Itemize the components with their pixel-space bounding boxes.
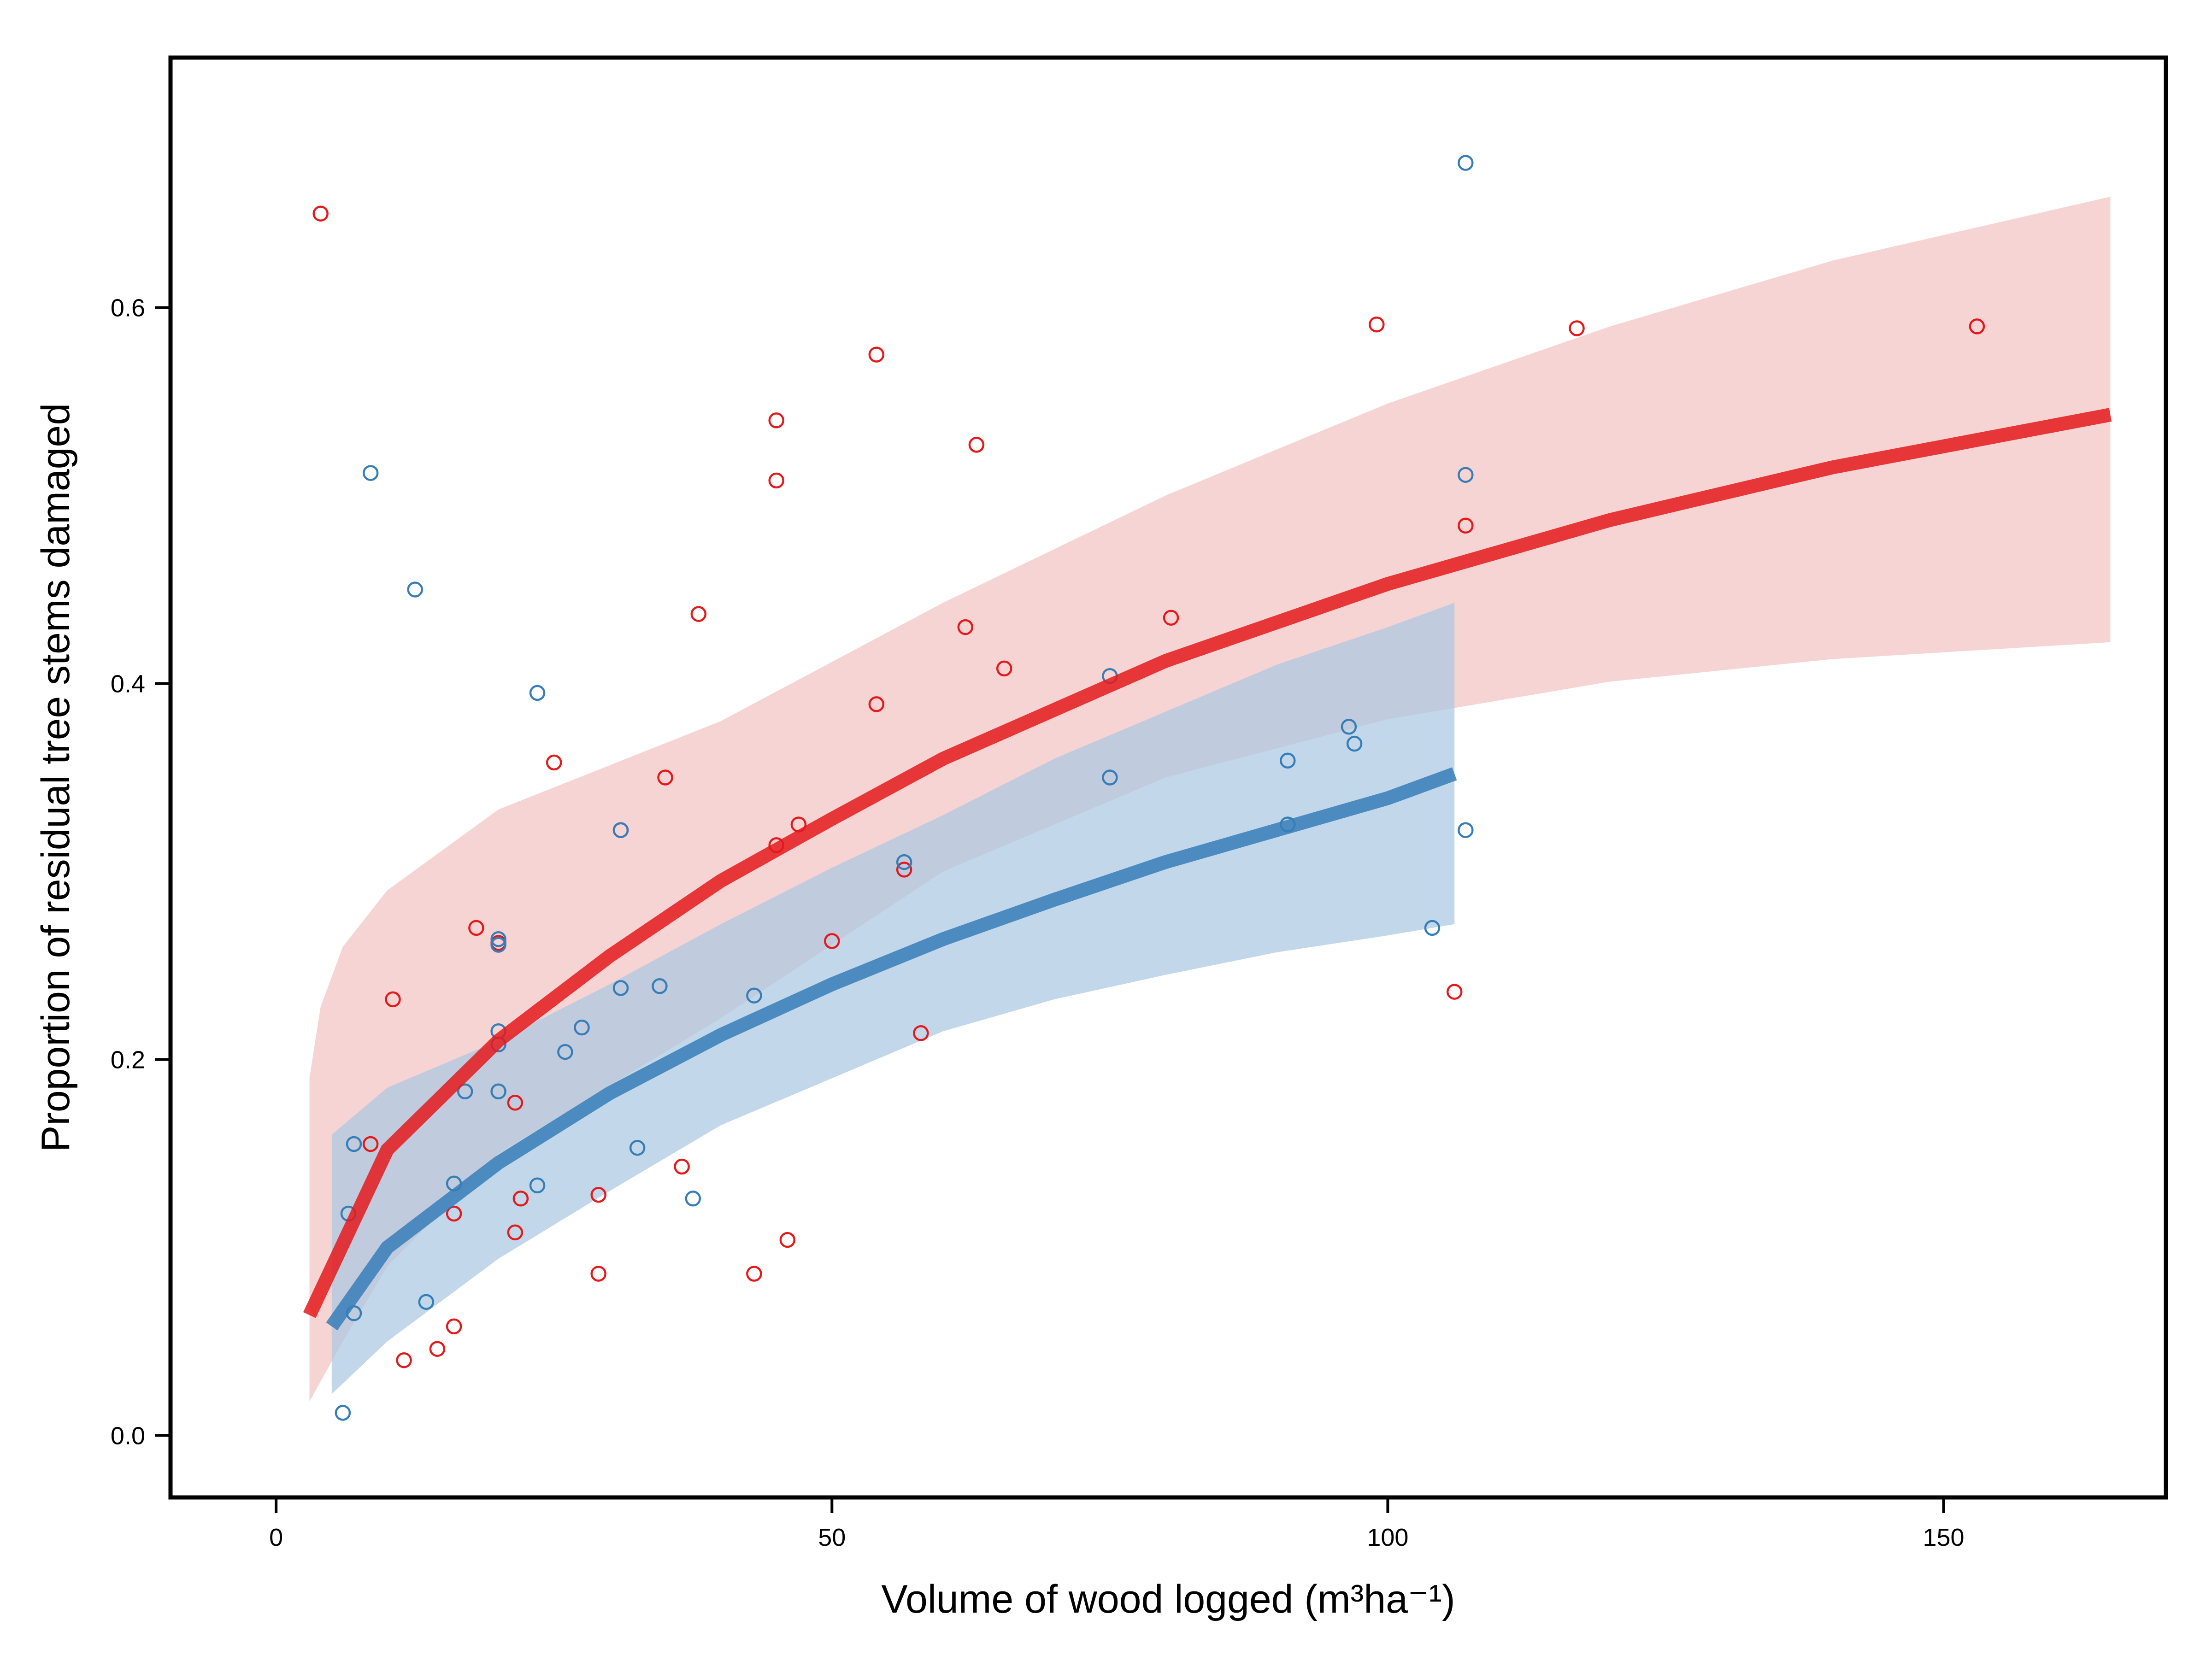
- y-tick-label: 0.4: [111, 670, 145, 698]
- y-tick-label: 0.2: [111, 1046, 145, 1074]
- data-point-1: [457, 1083, 473, 1100]
- x-tick-label: 100: [1367, 1524, 1408, 1551]
- data-point-0: [1369, 317, 1385, 333]
- data-point-0: [913, 1025, 929, 1041]
- fit-lines: [303, 408, 2112, 1331]
- fit-line-1: [326, 767, 1457, 1331]
- data-point-1: [490, 931, 506, 947]
- data-point-1: [1341, 719, 1357, 735]
- data-point-1: [362, 465, 379, 481]
- data-point-0: [362, 1136, 379, 1152]
- data-point-0: [768, 472, 784, 489]
- data-point-0: [590, 1186, 606, 1203]
- data-point-1: [1346, 735, 1363, 752]
- data-point-1: [612, 980, 629, 996]
- data-point-0: [868, 696, 885, 712]
- y-axis: 0.0 0.2 0.4 0.6: [111, 294, 171, 1450]
- x-tick-label: 50: [818, 1524, 846, 1551]
- data-point-1: [1280, 752, 1296, 769]
- data-point-0: [1446, 984, 1463, 1000]
- data-point-1: [652, 978, 668, 994]
- x-axis-title: Volume of wood logged (m³ha⁻¹): [881, 1577, 1455, 1621]
- data-point-0: [446, 1205, 462, 1222]
- data-point-0: [396, 1352, 412, 1368]
- data-point-1: [490, 937, 506, 953]
- data-point-1: [746, 987, 762, 1004]
- data-point-0: [674, 1158, 690, 1175]
- data-point-1: [1458, 155, 1474, 171]
- data-point-1: [1102, 769, 1118, 786]
- data-point-0: [657, 769, 673, 786]
- data-point-0: [824, 933, 840, 949]
- data-point-0: [468, 920, 484, 936]
- data-point-1: [557, 1044, 573, 1060]
- x-axis: 0 50 100 150: [269, 1497, 1965, 1551]
- data-points: [312, 155, 1985, 1421]
- y-axis-title: Proportion of residual tree stems damage…: [34, 403, 78, 1152]
- y-tick-label: 0.0: [111, 1422, 145, 1450]
- data-point-1: [529, 1177, 546, 1194]
- confidence-band-1: [331, 603, 1455, 1394]
- data-point-1: [335, 1405, 351, 1421]
- data-point-1: [490, 1083, 506, 1100]
- data-point-0: [446, 1318, 462, 1335]
- data-point-1: [685, 1191, 701, 1207]
- data-point-1: [612, 822, 629, 838]
- confidence-band-0: [309, 196, 2111, 1402]
- data-point-1: [1458, 467, 1474, 483]
- data-point-1: [629, 1139, 646, 1156]
- data-point-0: [546, 754, 562, 771]
- data-point-0: [507, 1224, 524, 1241]
- data-point-1: [896, 854, 912, 870]
- data-point-0: [1569, 320, 1585, 336]
- data-point-0: [957, 619, 974, 635]
- data-point-0: [429, 1341, 446, 1357]
- data-point-1: [407, 581, 423, 598]
- data-point-0: [1458, 517, 1474, 534]
- data-point-0: [385, 991, 401, 1008]
- data-point-0: [896, 862, 912, 878]
- data-point-0: [512, 1191, 529, 1207]
- data-point-1: [1458, 822, 1474, 838]
- data-point-0: [312, 205, 329, 222]
- confidence-bands: [309, 196, 2111, 1402]
- data-point-1: [574, 1019, 590, 1036]
- data-point-0: [868, 346, 885, 363]
- y-tick-label: 0.6: [111, 294, 145, 322]
- x-tick-label: 150: [1923, 1524, 1964, 1551]
- x-tick-label: 0: [269, 1524, 283, 1551]
- data-point-0: [1163, 610, 1179, 626]
- data-point-1: [418, 1294, 435, 1310]
- data-point-0: [968, 437, 985, 453]
- data-point-0: [507, 1095, 524, 1111]
- data-point-0: [590, 1266, 606, 1282]
- fit-line-0: [303, 408, 2112, 1318]
- data-point-0: [779, 1232, 796, 1248]
- data-point-0: [768, 412, 784, 428]
- data-point-1: [1424, 920, 1441, 936]
- data-point-0: [690, 606, 707, 622]
- data-point-0: [1969, 318, 1985, 335]
- data-point-0: [746, 1266, 762, 1282]
- data-point-1: [529, 685, 546, 701]
- data-point-0: [996, 660, 1012, 677]
- plot-frame: [168, 55, 2168, 1500]
- data-point-1: [346, 1136, 362, 1152]
